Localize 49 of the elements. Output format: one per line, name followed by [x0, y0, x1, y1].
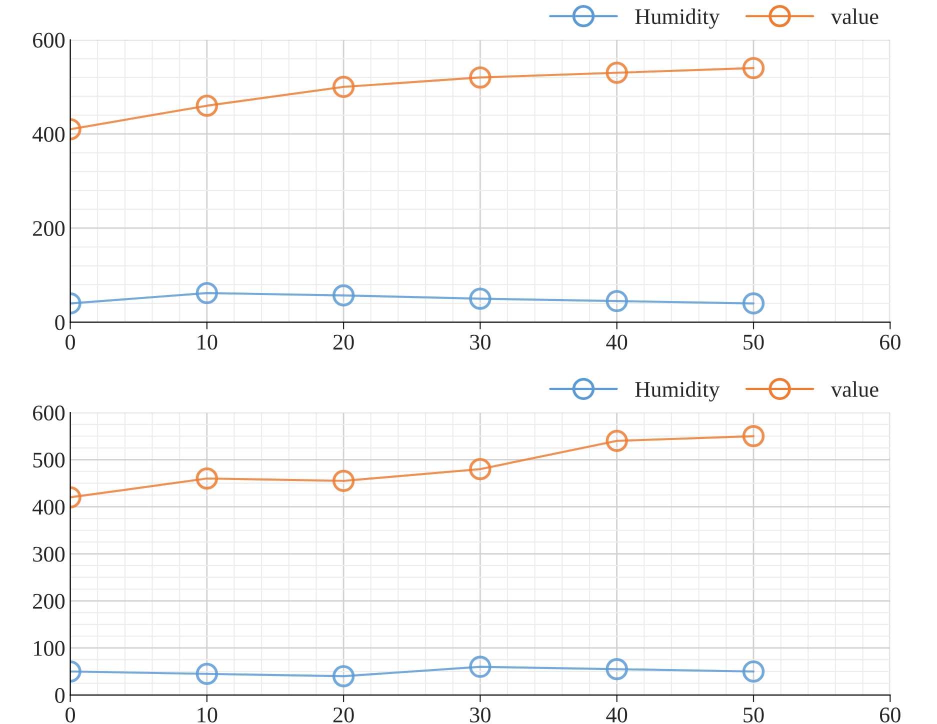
point	[606, 658, 628, 680]
y-tick-label: 600	[33, 32, 65, 48]
legend-label: Humidity	[635, 381, 720, 402]
legend-label: Humidity	[635, 8, 720, 29]
point	[332, 470, 355, 492]
point	[196, 662, 218, 685]
y-tick-label: 200	[33, 221, 65, 236]
x-tick-label: 0	[66, 334, 75, 350]
x-tick-label: 10	[198, 334, 218, 350]
x-tick-label: 30	[470, 334, 490, 350]
point	[469, 288, 492, 310]
point	[196, 467, 218, 490]
point	[469, 458, 492, 480]
x-tick-label: 50	[744, 707, 764, 722]
x-tick-label: 60	[880, 334, 900, 350]
y-tick-label: 0	[55, 688, 65, 703]
point	[469, 66, 492, 89]
x-tick-label: 20	[333, 707, 354, 722]
x-tick-label: 40	[606, 334, 628, 350]
y-tick-label: 600	[33, 406, 65, 421]
point	[606, 430, 628, 452]
y-tick-label: 200	[33, 594, 65, 609]
point	[196, 282, 218, 304]
point	[742, 292, 765, 315]
point	[742, 56, 765, 80]
point	[332, 76, 355, 98]
y-tick-label: 0	[55, 315, 65, 330]
x-tick-label: 10	[198, 707, 218, 722]
point	[332, 665, 355, 688]
point	[742, 660, 765, 683]
point	[196, 94, 218, 117]
x-tick-label: 60	[880, 707, 900, 722]
y-tick-label: 100	[34, 640, 65, 656]
y-tick-label: 300	[33, 546, 65, 562]
x-tick-label: 30	[470, 707, 490, 722]
point	[469, 656, 492, 678]
x-tick-label: 40	[606, 707, 628, 722]
y-tick-label: 400	[32, 126, 65, 142]
y-tick-label: 500	[33, 452, 65, 468]
point	[606, 62, 628, 84]
point	[742, 425, 765, 448]
legend-label: value	[830, 8, 878, 24]
point	[332, 284, 355, 307]
x-tick-label: 50	[744, 334, 764, 350]
x-tick-label: 0	[66, 707, 75, 722]
x-tick-label: 20	[333, 334, 354, 350]
y-tick-label: 400	[32, 500, 65, 515]
point	[606, 290, 628, 312]
legend-label: value	[830, 381, 878, 397]
